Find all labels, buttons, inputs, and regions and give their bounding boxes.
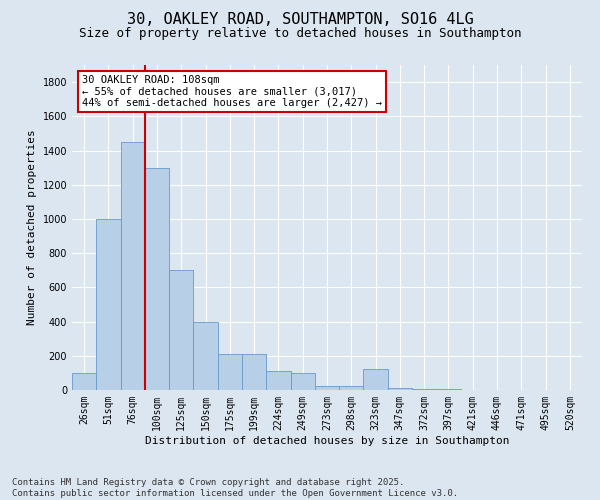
Bar <box>290 373 315 390</box>
Bar <box>315 386 339 390</box>
Bar <box>339 386 364 390</box>
Text: Size of property relative to detached houses in Southampton: Size of property relative to detached ho… <box>79 28 521 40</box>
Bar <box>72 373 96 390</box>
Bar <box>193 322 218 390</box>
X-axis label: Distribution of detached houses by size in Southampton: Distribution of detached houses by size … <box>145 436 509 446</box>
Bar <box>412 389 436 390</box>
Bar <box>121 142 145 390</box>
Bar <box>96 219 121 390</box>
Y-axis label: Number of detached properties: Number of detached properties <box>27 130 37 326</box>
Bar <box>242 354 266 390</box>
Text: 30, OAKLEY ROAD, SOUTHAMPTON, SO16 4LG: 30, OAKLEY ROAD, SOUTHAMPTON, SO16 4LG <box>127 12 473 28</box>
Bar <box>364 370 388 390</box>
Bar <box>218 354 242 390</box>
Text: Contains HM Land Registry data © Crown copyright and database right 2025.
Contai: Contains HM Land Registry data © Crown c… <box>12 478 458 498</box>
Bar <box>266 371 290 390</box>
Bar <box>388 388 412 390</box>
Text: 30 OAKLEY ROAD: 108sqm
← 55% of detached houses are smaller (3,017)
44% of semi-: 30 OAKLEY ROAD: 108sqm ← 55% of detached… <box>82 74 382 108</box>
Bar <box>145 168 169 390</box>
Bar <box>436 389 461 390</box>
Bar <box>169 270 193 390</box>
